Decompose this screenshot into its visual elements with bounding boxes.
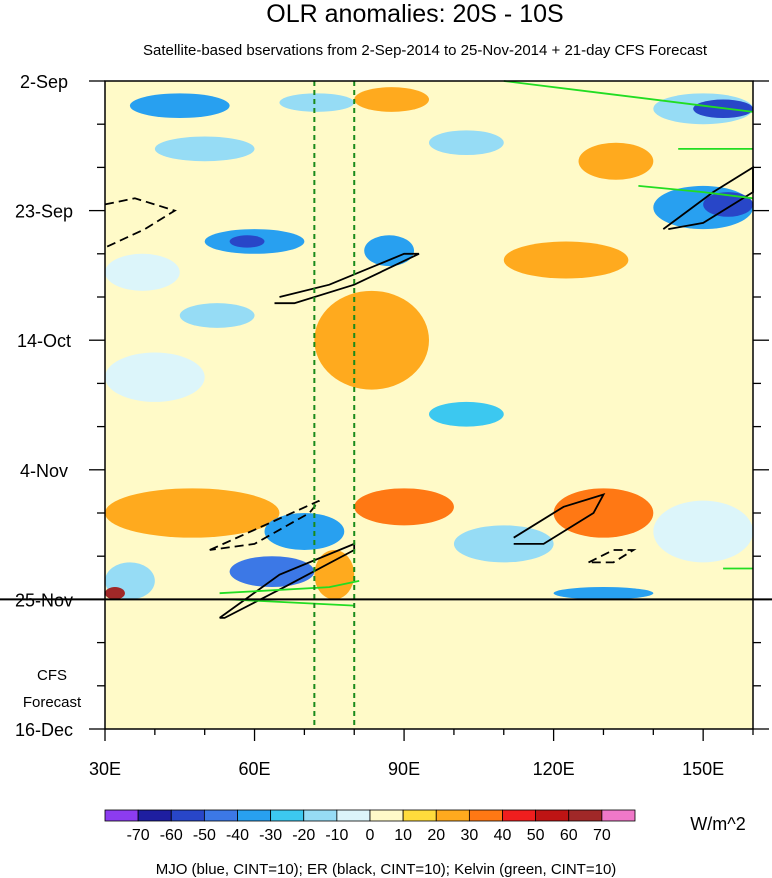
y-tick-label: 14-Oct [17, 331, 71, 351]
colorbar-label: -70 [127, 827, 150, 844]
colorbar-swatch [203, 809, 238, 822]
x-tick-label: 120E [533, 759, 575, 779]
heatmap-cell [578, 142, 654, 180]
heatmap-cell [453, 525, 554, 563]
colorbar-label: -10 [325, 827, 348, 844]
contour-line [219, 580, 360, 595]
heatmap-cell [229, 556, 315, 588]
contour-layer [104, 80, 754, 619]
chart-subtitle: Satellite-based bservations from 2-Sep-2… [143, 42, 708, 59]
heatmap-cell [129, 93, 230, 119]
colorbar-swatch [468, 809, 503, 822]
colorbar-label: 40 [494, 827, 512, 844]
colorbar-swatch [104, 809, 139, 822]
colorbar-swatch [535, 809, 570, 822]
forecast-label-line2: Forecast [23, 694, 82, 711]
heatmap-cell [264, 513, 345, 551]
y-axis-labels: 2-Sep 23-Sep 14-Oct 4-Nov 25-Nov 16-Dec [15, 72, 73, 740]
colorbar-label: -50 [193, 827, 216, 844]
heatmap-cell [703, 192, 753, 217]
colorbar-swatch [237, 809, 272, 822]
heatmap-cell [354, 488, 454, 526]
heatmap-cell [364, 235, 415, 267]
x-tick-label: 150E [682, 759, 724, 779]
contour-line [274, 252, 420, 305]
plot-frame [104, 80, 754, 730]
heatmap-cell [229, 235, 265, 248]
contour-line [513, 492, 606, 545]
colorbar-units: W/m^2 [690, 814, 745, 834]
heatmap-layer [105, 81, 754, 729]
heatmap-cell [503, 241, 629, 279]
colorbar-label: -30 [259, 827, 282, 844]
heatmap-cell [105, 488, 280, 538]
heatmap-cell [279, 93, 355, 112]
heatmap-cell [354, 87, 429, 112]
heatmap-cell [553, 488, 654, 538]
heatmap-cell [179, 303, 255, 328]
colorbar-swatch [502, 809, 537, 822]
heatmap-cell [553, 587, 654, 600]
colorbar-label: -40 [226, 827, 249, 844]
x-tick-label: 60E [239, 759, 271, 779]
heatmap-cell [105, 352, 205, 402]
axis-ticks [89, 80, 769, 741]
x-tick-label: 90E [388, 759, 420, 779]
footer-legend: MJO (blue, CINT=10); ER (black, CINT=10)… [156, 861, 617, 878]
heatmap-cell [429, 401, 504, 427]
colorbar-swatch [170, 809, 205, 822]
y-tick-label: 23-Sep [15, 202, 73, 222]
plot-area [0, 80, 772, 741]
heatmap-cell [105, 599, 753, 729]
colorbar-swatch [435, 809, 470, 822]
colorbar-swatch [137, 809, 172, 822]
colorbar-label: 60 [560, 827, 578, 844]
reference-lines [313, 81, 356, 729]
colorbar: -70 -60 -50 -40 -30 -20 -10 0 10 20 30 40 50 60 70 [104, 809, 636, 844]
y-tick-label: 2-Sep [20, 72, 68, 92]
forecast-label-line1: CFS [37, 667, 67, 684]
colorbar-swatch [303, 809, 338, 822]
x-axis-labels: 30E 60E 90E 120E 150E [89, 759, 724, 779]
heatmap-cell [653, 500, 754, 563]
colorbar-swatch [601, 809, 636, 822]
heatmap-cell [105, 253, 180, 291]
colorbar-label: 70 [593, 827, 611, 844]
y-tick-label: 16-Dec [15, 720, 73, 740]
colorbar-label: 50 [527, 827, 545, 844]
colorbar-swatch [568, 809, 603, 822]
y-tick-label: 4-Nov [20, 461, 68, 481]
contour-line [503, 80, 754, 113]
colorbar-label: -20 [292, 827, 315, 844]
contour-line [229, 598, 355, 607]
contour-line [588, 549, 637, 564]
colorbar-label: 10 [394, 827, 412, 844]
chart-title: OLR anomalies: 20S - 10S [266, 0, 563, 28]
colorbar-swatch [402, 809, 437, 822]
colorbar-label: 20 [427, 827, 445, 844]
heatmap-cell [154, 136, 255, 162]
x-tick-label: 30E [89, 759, 121, 779]
heatmap-cell [314, 290, 429, 390]
y-tick-label: 25-Nov [15, 590, 73, 610]
heatmap-cell [105, 587, 125, 600]
heatmap-cell [429, 130, 504, 156]
colorbar-label: 30 [460, 827, 478, 844]
colorbar-label: -60 [160, 827, 183, 844]
colorbar-swatch [369, 809, 404, 822]
contour-line [104, 197, 177, 249]
colorbar-swatch [336, 809, 371, 822]
contour-line [638, 185, 754, 200]
colorbar-label: 0 [366, 827, 375, 844]
colorbar-swatch [270, 809, 305, 822]
